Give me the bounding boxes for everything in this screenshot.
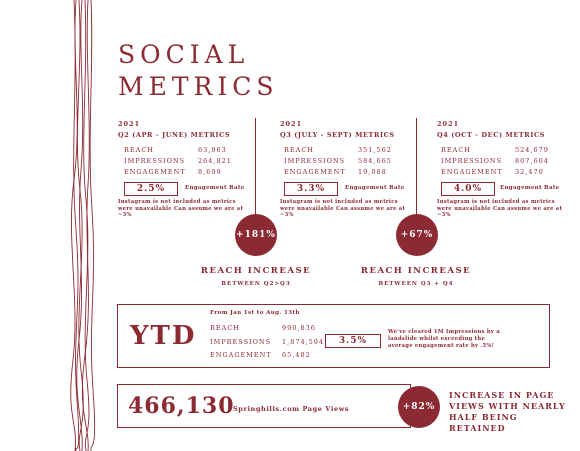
quarter-note: Instagram is not included as metrics wer… <box>118 199 244 218</box>
reach-increase-label: REACH INCREASE <box>200 266 312 276</box>
pageviews-number: 466,130 <box>128 393 235 419</box>
ytd-panel <box>117 304 550 368</box>
pageviews-caption: INCREASE IN PAGE VIEWS WITH NEARLY HALF … <box>449 390 566 433</box>
page-title-line2: METRICS <box>118 72 279 101</box>
quarter-heading: Q4 (OCT - DEC) METRICS <box>437 131 546 139</box>
quarter-q3: 2021 Q3 (JULY - SEPT) METRICS <box>280 120 420 139</box>
page-title-line1: SOCIAL <box>118 40 250 69</box>
reach-increase-badge: +181% <box>235 214 277 256</box>
quarter-note: Instagram is not included as metrics wer… <box>437 199 563 218</box>
quarter-year: 2021 <box>437 120 460 128</box>
quarter-q2: 2021 Q2 (APR - JUNE) METRICS <box>118 120 258 139</box>
engagement-rate-label: Engagement Rate <box>185 185 245 191</box>
connector-line <box>416 118 417 218</box>
quarter-note: Instagram is not included as metrics wer… <box>280 199 406 218</box>
pageviews-increase-badge: +82% <box>398 386 440 428</box>
engagement-rate-box: 2.5% <box>124 182 178 196</box>
reach-increase-sub: BETWEEN Q2>Q3 <box>221 281 291 287</box>
quarter-year: 2021 <box>118 120 141 128</box>
quarter-heading: Q2 (APR - JUNE) METRICS <box>118 131 231 139</box>
engagement-rate-label: Engagement Rate <box>345 185 405 191</box>
engagement-rate-box: 4.0% <box>441 182 495 196</box>
connector-line <box>255 118 256 218</box>
quarter-year: 2021 <box>280 120 303 128</box>
ytd-note: We've cleared 1M Impressions by a landsl… <box>388 329 500 349</box>
reach-increase-sub: BETWEEN Q3 + Q4 <box>378 281 454 287</box>
ytd-period: From Jan 1st to Aug. 13th <box>210 310 300 316</box>
reach-increase-badge: +67% <box>396 214 438 256</box>
quarter-q4: 2021 Q4 (OCT - DEC) METRICS <box>437 120 577 139</box>
quarter-heading: Q3 (JULY - SEPT) METRICS <box>280 131 395 139</box>
pageviews-label: Springhills.com Page Views <box>233 405 350 413</box>
ytd-label: YTD <box>130 321 197 351</box>
decorative-lines <box>70 0 96 451</box>
reach-increase-label: REACH INCREASE <box>360 266 472 276</box>
engagement-rate-box: 3.3% <box>284 182 338 196</box>
ytd-rate-box: 3.5% <box>325 334 381 348</box>
engagement-rate-label: Engagement Rate <box>500 185 560 191</box>
